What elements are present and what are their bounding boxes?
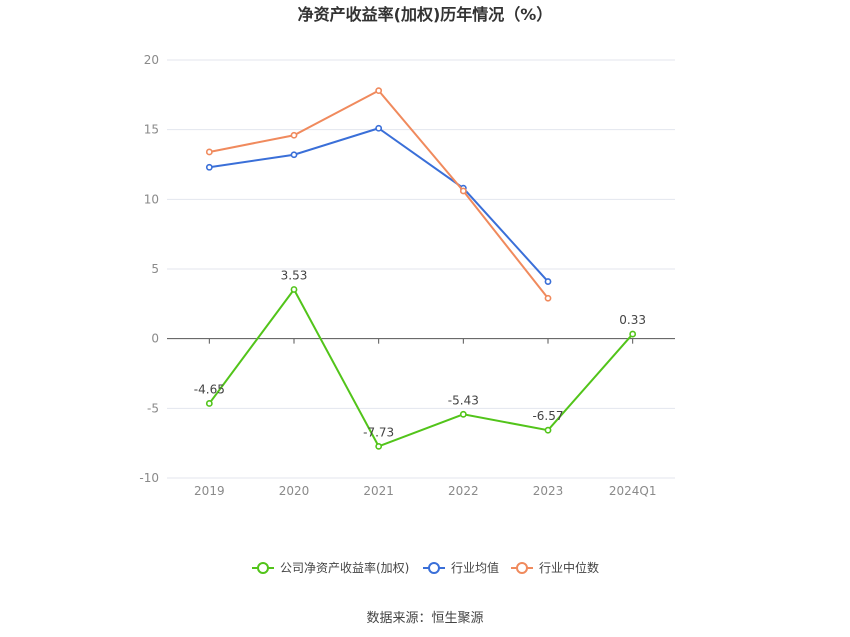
data-point[interactable] bbox=[375, 124, 383, 132]
chart-title: 净资产收益率(加权)历年情况（%） bbox=[298, 5, 553, 24]
data-point[interactable] bbox=[375, 87, 383, 95]
data-label: 0.33 bbox=[619, 313, 646, 327]
data-label: -4.65 bbox=[194, 382, 225, 396]
series-lines bbox=[205, 87, 637, 450]
y-tick-label: -5 bbox=[147, 401, 159, 415]
data-point[interactable] bbox=[544, 426, 552, 434]
data-point[interactable] bbox=[375, 442, 383, 450]
x-axis: 2019 2020 2021 2022 2023 2024Q1 bbox=[194, 338, 657, 498]
legend-item[interactable]: 公司净资产收益率(加权) bbox=[252, 560, 409, 575]
data-point[interactable] bbox=[459, 410, 467, 418]
y-tick-label: 15 bbox=[144, 123, 159, 137]
data-point[interactable] bbox=[205, 163, 213, 171]
legend-item[interactable]: 行业中位数 bbox=[511, 560, 599, 575]
legend-label: 公司净资产收益率(加权) bbox=[280, 560, 409, 575]
legend-marker bbox=[428, 562, 440, 574]
legend-item[interactable]: 行业均值 bbox=[423, 560, 499, 575]
data-label: -5.43 bbox=[448, 393, 479, 407]
y-tick-label: 10 bbox=[144, 192, 159, 206]
data-point[interactable] bbox=[629, 330, 637, 338]
data-point[interactable] bbox=[459, 187, 467, 195]
legend[interactable]: 公司净资产收益率(加权) 行业均值 行业中位数 bbox=[252, 560, 599, 575]
y-tick-label: 5 bbox=[151, 262, 159, 276]
y-tick-label: 20 bbox=[144, 53, 159, 67]
grid bbox=[167, 59, 675, 479]
legend-marker bbox=[257, 562, 269, 574]
data-label: -6.57 bbox=[532, 409, 563, 423]
y-tick-label: -10 bbox=[139, 471, 159, 485]
data-point[interactable] bbox=[290, 131, 298, 139]
data-labels: -4.65 3.53 -7.73 -5.43 -6.57 0.33 bbox=[194, 268, 646, 439]
legend-label: 行业中位数 bbox=[539, 560, 599, 575]
y-tick-label: 0 bbox=[151, 332, 159, 346]
data-point[interactable] bbox=[205, 148, 213, 156]
legend-marker bbox=[516, 562, 528, 574]
x-tick-label: 2022 bbox=[448, 484, 479, 498]
x-tick-label: 2023 bbox=[533, 484, 564, 498]
legend-label: 行业均值 bbox=[451, 560, 499, 575]
data-label: -7.73 bbox=[363, 425, 394, 439]
data-point[interactable] bbox=[290, 151, 298, 159]
x-tick-label: 2021 bbox=[363, 484, 394, 498]
source-note: 数据来源：恒生聚源 bbox=[366, 611, 483, 626]
y-axis: 20 15 10 5 0 -5 -10 bbox=[139, 53, 159, 485]
data-label: 3.53 bbox=[281, 268, 308, 282]
series-line-0 bbox=[208, 287, 634, 448]
x-tick-label: 2020 bbox=[279, 484, 310, 498]
data-point[interactable] bbox=[544, 294, 552, 302]
x-tick-label: 2019 bbox=[194, 484, 225, 498]
data-point[interactable] bbox=[205, 400, 213, 407]
x-tick-label: 2024Q1 bbox=[609, 484, 657, 498]
series-line-1 bbox=[209, 127, 549, 283]
data-point[interactable] bbox=[290, 286, 298, 293]
series-line-2 bbox=[209, 89, 549, 299]
data-point[interactable] bbox=[544, 278, 552, 285]
